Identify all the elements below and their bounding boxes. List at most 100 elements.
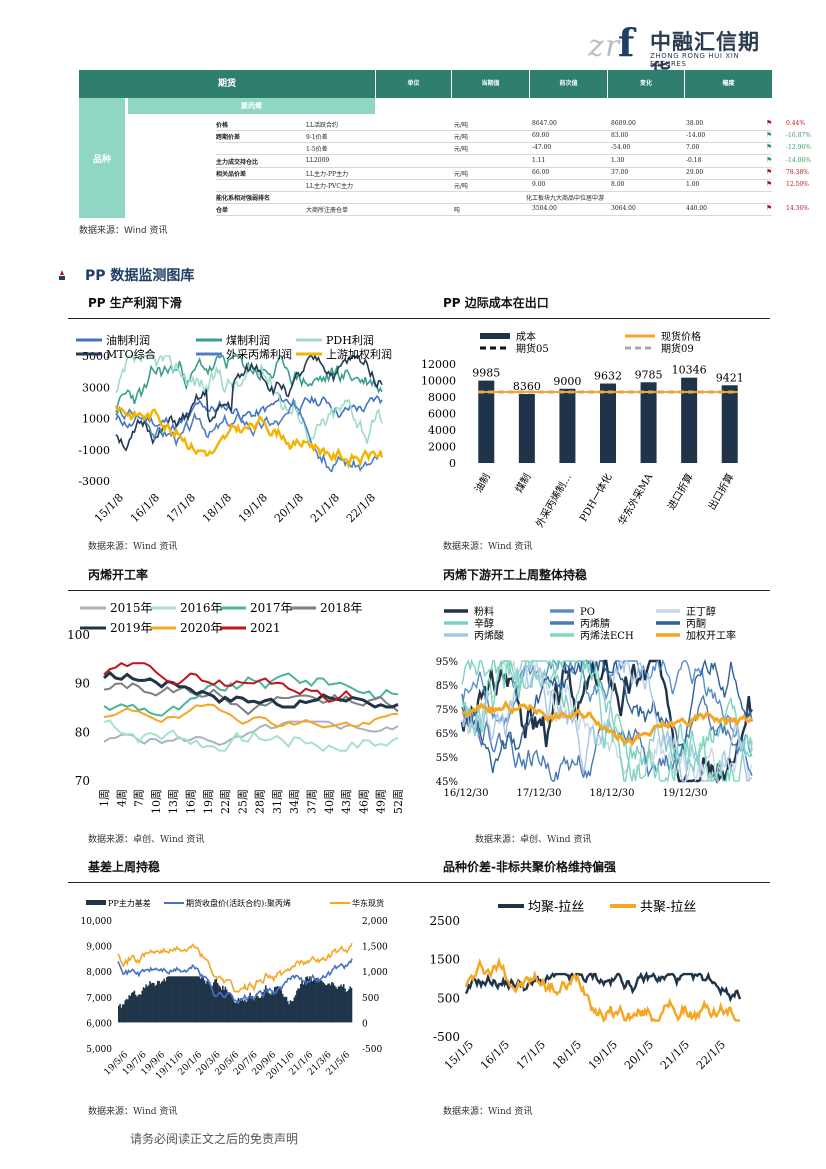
row-previous: 3064.00: [611, 205, 636, 213]
basis-bar: [158, 980, 160, 1023]
basis-bar: [212, 982, 215, 1023]
basis-bar: [305, 977, 307, 1023]
x-tick-label: 19/12/30: [663, 788, 708, 799]
basis-bar: [257, 996, 259, 1023]
basis-bar: [233, 1002, 236, 1023]
row-current: -47.00: [532, 144, 552, 152]
header-futures: 期货: [79, 70, 376, 98]
basis-bar: [145, 984, 147, 1023]
y-left-tick-label: 5,000: [86, 1045, 112, 1055]
table-row: 跨期价差 9-1价差 元/吨 69.00 83.00 -14.00 -16.87% ⚑: [216, 131, 811, 144]
x-tick-label: 19/1/5: [586, 1038, 620, 1072]
basis-bar: [297, 988, 299, 1023]
flag-up-icon: ⚑: [766, 180, 773, 188]
basis-bar: [259, 997, 262, 1023]
basis-bar: [281, 993, 284, 1023]
flag-down-icon: ⚑: [766, 131, 773, 140]
basis-bar: [279, 986, 281, 1023]
row-current: 9.00: [532, 181, 546, 188]
basis-bar: [241, 998, 244, 1023]
table-row: LL主力-PVC主力 元/吨 9.00 8.00 1.00 12.50% ⚑: [216, 180, 809, 192]
basis-bar: [345, 991, 348, 1023]
legend-swatch: [86, 900, 106, 905]
basis-bar: [180, 976, 182, 1023]
basis-bar: [287, 1001, 289, 1023]
basis-bar: [300, 984, 302, 1023]
y-tick-label: 1500: [429, 953, 460, 967]
basis-bar: [246, 999, 249, 1023]
legend-label: 期货05: [516, 342, 549, 355]
section-title: PP 数据监测图库: [85, 265, 194, 285]
x-tick-label: 16/12/30: [444, 788, 489, 799]
y-tick-label: -1000: [78, 444, 110, 457]
basis-bar: [223, 989, 225, 1023]
table-row: 相关品价差 LL主力-PP主力 元/吨 66.00 37.00 29.00 78.38% ⚑: [216, 168, 809, 180]
series-line: [103, 670, 399, 709]
x-tick-label: PDH一体化: [577, 471, 615, 524]
chart-title-downstream: 丙烯下游开工上周整体持稳: [443, 568, 588, 582]
table-source: 数据来源：Wind 资讯: [79, 226, 168, 236]
bar-value-label: 9632: [594, 370, 622, 383]
x-tick-label: 20/1/5: [622, 1038, 656, 1072]
x-tick-label: 19周: [202, 789, 215, 814]
basis-bar: [205, 983, 207, 1023]
basis-bar: [155, 984, 158, 1023]
row-category: 主力成交持仓比: [216, 158, 259, 166]
summary-table: 期货 单位 当期值 前次值 变化 幅度 品种 聚丙烯 价格 LL活跃合约 元/吨 86…: [79, 70, 811, 218]
basis-bar: [335, 986, 337, 1023]
basis-bar: [244, 999, 246, 1023]
basis-bar: [175, 976, 177, 1023]
legend-label: 华东现货: [352, 898, 384, 908]
basis-bar: [125, 998, 128, 1023]
row-item: 大商所注册仓单: [306, 207, 349, 215]
basis-bar: [232, 999, 234, 1023]
source-cost: 数据来源：Wind 资讯: [443, 542, 533, 552]
bar: [559, 388, 576, 463]
basis-bar: [171, 976, 173, 1023]
legend-label: PDH利润: [326, 333, 374, 347]
basis-bar: [168, 976, 171, 1023]
spot-line: [117, 942, 353, 993]
y-tick-label: 4000: [428, 424, 456, 437]
y-right-tick-label: 1,500: [362, 943, 388, 953]
basis-bar: [197, 976, 199, 1023]
bar: [721, 385, 738, 463]
basis-bar: [310, 979, 312, 1023]
basis-bar: [160, 981, 163, 1023]
y-left-tick-label: 9,000: [86, 943, 112, 953]
basis-bar: [251, 996, 254, 1023]
basis-bar: [172, 976, 175, 1023]
y-right-tick-label: 500: [362, 994, 379, 1004]
row-unit: 元/吨: [454, 122, 469, 129]
basis-bar: [339, 986, 341, 1023]
basis-bar: [261, 996, 263, 1023]
legend-label: 正丁醇: [686, 605, 716, 618]
x-tick-label: 43周: [340, 789, 353, 814]
chart-downstream: 95% 85% 75% 65% 55% 45%16/12/30 17/12/30 18/12/…: [436, 605, 754, 799]
x-tick-label: 17/1/5: [514, 1038, 548, 1072]
y-tick-label: -3000: [78, 475, 110, 488]
basis-bar: [266, 988, 268, 1023]
flag-down-icon: ⚑: [766, 155, 773, 164]
x-tick-label: 16/1/8: [128, 491, 162, 525]
basis-bar: [153, 983, 155, 1023]
basis-bar: [250, 996, 253, 1023]
basis-bar: [288, 1004, 290, 1023]
basis-bar: [167, 976, 169, 1023]
basis-bar: [326, 985, 328, 1023]
basis-bar: [216, 983, 219, 1023]
y-left-tick-label: 6,000: [86, 1019, 112, 1029]
basis-bar: [218, 985, 220, 1023]
row-item: 1-5价差: [306, 146, 328, 154]
basis-bar: [222, 985, 224, 1023]
basis-bar: [248, 996, 250, 1023]
variety-column: 品种: [79, 98, 125, 218]
footer-disclaimer: 请务必阅读正文之后的免责声明: [130, 1132, 299, 1146]
basis-bar: [309, 976, 311, 1023]
x-tick-label: 25周: [236, 789, 249, 814]
basis-bar: [268, 993, 271, 1023]
y-tick-label: 8000: [428, 391, 456, 404]
basis-bar: [314, 978, 316, 1023]
basis-bar: [311, 981, 314, 1023]
section-bullet-icon: [57, 267, 67, 286]
